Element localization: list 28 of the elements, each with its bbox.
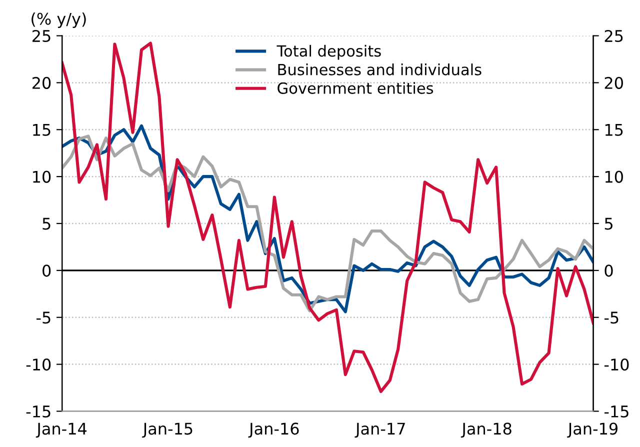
x-tick-label: Jan-15 [142, 422, 192, 438]
y2-tick-label: -10 [604, 358, 629, 371]
x-tick-label: Jan-18 [460, 422, 512, 438]
y-tick-label: -15 [26, 406, 50, 418]
y2-tick-label: 20 [604, 76, 623, 89]
y-tick-label: 20 [32, 76, 51, 89]
legend-label: Total deposits [276, 44, 381, 60]
y-tick-label: 15 [33, 124, 50, 136]
legend-label: Government entities [278, 82, 434, 94]
y-tick-label: -5 [36, 312, 50, 324]
y-tick-label: 25 [32, 30, 50, 42]
y2-tick-label: 25 [604, 30, 623, 42]
x-tick-label: Jan-16 [248, 422, 299, 438]
y2-tick-label: 0 [604, 264, 613, 277]
y2-tick-label: -5 [604, 312, 618, 324]
x-tick-label: Jan-17 [354, 422, 405, 438]
y-tick-label: 0 [42, 264, 51, 277]
y-tick-label: 5 [42, 218, 50, 230]
x-tick-label: Jan-19 [567, 422, 618, 438]
legend-label: Businesses and individuals [278, 64, 482, 76]
x-tick-label: Jan-14 [36, 422, 87, 438]
y2-tick-label: 15 [605, 124, 623, 136]
y-tick-label: 10 [33, 170, 51, 183]
y2-tick-label: 10 [605, 170, 623, 183]
y2-tick-label: -15 [604, 406, 628, 418]
y-tick-label: -10 [26, 358, 51, 371]
y-axis-title: (% y/y) [32, 12, 86, 28]
y2-tick-label: 5 [604, 218, 612, 230]
